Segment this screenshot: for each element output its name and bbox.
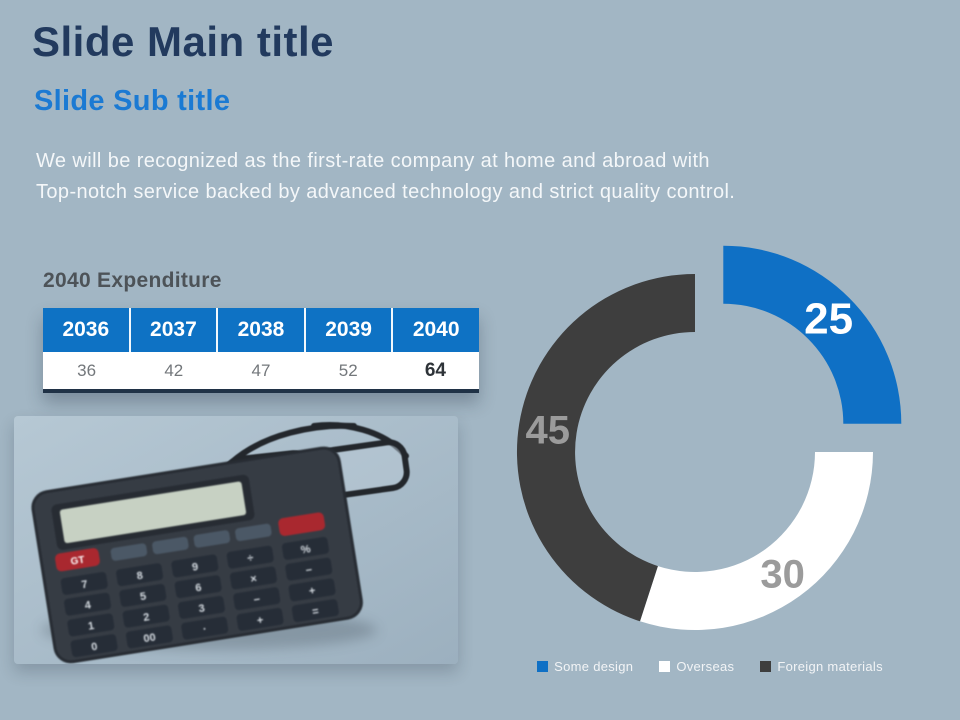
calc-key xyxy=(122,604,170,628)
donut-chart: 25 30 45 Some design Overseas Foreign mate… xyxy=(480,230,940,674)
calc-key-label: 8 xyxy=(136,570,144,583)
legend-label: Overseas xyxy=(676,659,735,674)
calc-key-label: 7 xyxy=(81,579,89,592)
table-value-cell: 52 xyxy=(338,360,358,380)
legend-item-some-design: Some design xyxy=(537,659,633,674)
chart-legend: Some design Overseas Foreign materials xyxy=(480,659,940,674)
table-header-cell: 2039 xyxy=(306,308,394,352)
calc-key xyxy=(291,599,339,623)
calc-key-label: · xyxy=(202,623,208,635)
legend-label: Foreign materials xyxy=(777,659,883,674)
body-line-1: We will be recognized as the first-rate … xyxy=(36,150,710,172)
slide-main-title: Slide Main title xyxy=(32,18,335,65)
calc-key xyxy=(171,554,219,578)
calc-key xyxy=(174,575,222,599)
calc-key xyxy=(64,592,112,616)
table-header-cell: 2036 xyxy=(43,308,131,352)
calc-key-label: 3 xyxy=(198,602,206,615)
calc-key-label: 5 xyxy=(139,591,147,604)
table-header-cell: 2037 xyxy=(131,308,219,352)
calc-key xyxy=(233,587,281,611)
calc-key xyxy=(226,545,274,569)
legend-swatch-some-design xyxy=(537,661,549,672)
calc-gt-key-label: GT xyxy=(70,555,85,568)
calc-key xyxy=(285,557,333,581)
calc-gt-key xyxy=(55,548,100,572)
calc-key xyxy=(177,595,225,619)
expenditure-table: 2036 2037 2038 2039 2040 36 42 47 52 64 xyxy=(43,308,479,393)
calc-key xyxy=(60,572,108,595)
calc-key xyxy=(181,616,229,640)
calc-red-key xyxy=(278,512,326,536)
donut-slice-overseas xyxy=(640,452,873,631)
donut-svg: 25 30 45 xyxy=(516,245,902,631)
calculator-function-keys xyxy=(110,523,272,561)
photo-illustration: GT 789÷%456×−123−+000·+= xyxy=(14,416,458,664)
calc-key xyxy=(125,625,173,649)
calc-key-label: 1 xyxy=(87,620,95,633)
donut-slice-some-design xyxy=(723,245,902,424)
calc-key xyxy=(67,613,115,637)
calc-key xyxy=(282,536,329,560)
calc-key xyxy=(116,563,164,587)
legend-item-overseas: Overseas xyxy=(659,659,734,674)
calculator-illustration: GT 789÷%456×−123−+000·+= xyxy=(31,446,363,664)
legend-swatch-overseas xyxy=(659,661,671,672)
calc-key-label: 00 xyxy=(143,632,157,646)
table-value-cell: 36 xyxy=(77,360,97,380)
calculator-keypad: 789÷%456×−123−+000·+= xyxy=(60,536,339,658)
table-header-row: 2036 2037 2038 2039 2040 xyxy=(43,308,479,352)
legend-item-foreign-materials: Foreign materials xyxy=(760,659,883,674)
table-heading: 2040 Expenditure xyxy=(43,269,222,292)
calc-key xyxy=(288,578,336,602)
body-line-2: Top-notch service backed by advanced tec… xyxy=(36,181,736,203)
donut-value-label: 45 xyxy=(526,409,571,453)
calc-key-label: + xyxy=(308,585,316,598)
table-value-cell-highlight: 64 xyxy=(424,359,446,381)
donut-slice-foreign-materials xyxy=(516,273,695,622)
calc-key-label: 4 xyxy=(84,599,93,612)
slide-body-text: We will be recognized as the first-rate … xyxy=(36,146,735,208)
calc-key-label: + xyxy=(256,614,264,627)
donut-value-label: 25 xyxy=(804,294,853,343)
calculator-display xyxy=(59,481,247,544)
calc-key xyxy=(230,566,277,590)
table-header-cell: 2038 xyxy=(218,308,306,352)
calc-key-label: 2 xyxy=(142,611,150,624)
calc-key-label: 0 xyxy=(90,641,98,654)
table-value-cell: 47 xyxy=(251,360,271,380)
calc-key-label: × xyxy=(250,573,258,586)
calc-key-label: % xyxy=(300,543,312,556)
legend-swatch-foreign-materials xyxy=(760,661,772,672)
calc-key xyxy=(70,634,118,658)
table-value-row: 36 42 47 52 64 xyxy=(43,352,479,389)
calc-key-label: − xyxy=(253,594,261,607)
calc-key xyxy=(236,607,284,631)
legend-label: Some design xyxy=(554,659,634,674)
table-header-cell: 2040 xyxy=(412,318,460,341)
calc-key xyxy=(119,584,167,607)
calc-key-label: 6 xyxy=(194,582,202,595)
calc-key-label: 9 xyxy=(191,561,199,574)
calc-key-label: = xyxy=(311,606,319,619)
table-value-cell: 42 xyxy=(164,360,184,380)
calc-key-label: − xyxy=(305,564,313,577)
calc-key-label: ÷ xyxy=(246,552,254,565)
calculator-photo: GT 7 8 9 ÷% 4 5 6 × −1 2 3− +0 00 · + = xyxy=(14,416,458,664)
donut-value-label: 30 xyxy=(760,553,805,597)
slide-sub-title: Slide Sub title xyxy=(34,85,231,117)
